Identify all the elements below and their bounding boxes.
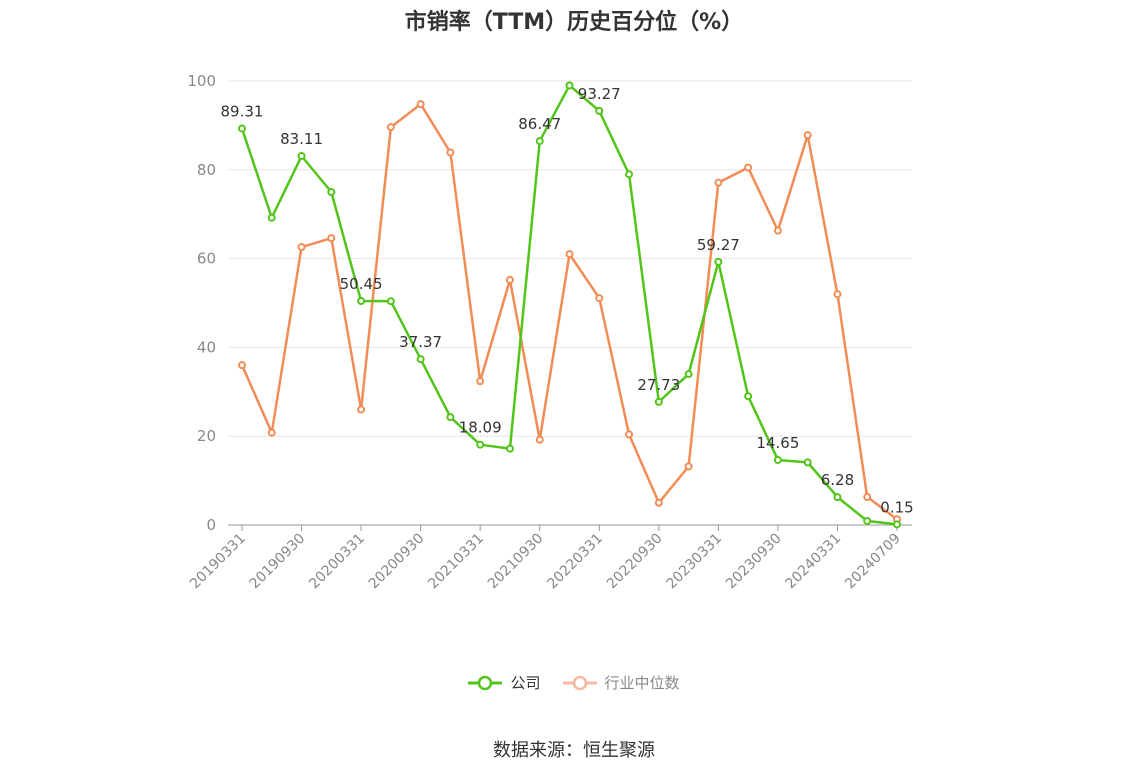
data-point xyxy=(625,430,634,439)
data-label: 27.73 xyxy=(637,376,680,394)
y-tick-label: 20 xyxy=(197,427,216,445)
data-point xyxy=(654,397,663,406)
data-label: 93.27 xyxy=(578,85,621,103)
data-point xyxy=(654,498,663,507)
data-point xyxy=(505,444,514,453)
x-tick-label: 20190331 xyxy=(187,531,249,593)
data-point xyxy=(803,131,812,140)
data-point xyxy=(386,297,395,306)
legend-item[interactable]: 公司 xyxy=(468,672,541,693)
legend-marker-icon xyxy=(468,675,503,690)
data-point xyxy=(327,188,336,196)
data-point xyxy=(416,100,425,109)
data-point xyxy=(238,361,246,370)
data-point xyxy=(238,124,246,133)
series-line xyxy=(240,102,898,521)
data-point xyxy=(535,435,544,444)
data-point xyxy=(357,405,366,414)
x-tick-label: 20240709 xyxy=(842,531,904,593)
data-point xyxy=(565,81,574,90)
legend: 公司 行业中位数 xyxy=(0,672,1148,693)
data-point xyxy=(446,413,455,422)
data-point xyxy=(565,250,574,259)
x-tick-label: 20230930 xyxy=(723,531,785,593)
data-point xyxy=(833,290,842,299)
data-point xyxy=(357,297,366,306)
data-point xyxy=(595,294,604,303)
data-point xyxy=(863,517,872,526)
y-tick-label: 0 xyxy=(206,516,216,534)
data-label: 59.27 xyxy=(697,236,740,254)
legend-label: 行业中位数 xyxy=(604,674,680,692)
data-label: 89.31 xyxy=(221,102,264,120)
x-tick-label: 20230331 xyxy=(663,531,725,593)
x-tick-label: 20220331 xyxy=(544,531,606,593)
data-point xyxy=(476,440,485,449)
data-point xyxy=(505,275,514,284)
data-point xyxy=(833,493,842,502)
y-tick-label: 80 xyxy=(197,161,216,179)
legend-item[interactable]: 行业中位数 xyxy=(562,672,680,693)
series-line xyxy=(240,84,898,526)
data-point xyxy=(625,170,634,179)
x-tick-label: 20240331 xyxy=(783,531,845,593)
data-label: 83.11 xyxy=(280,130,323,148)
data-point xyxy=(684,462,693,471)
y-tick-label: 40 xyxy=(197,338,216,356)
data-point xyxy=(595,106,604,115)
data-point xyxy=(386,123,395,132)
data-label: 50.45 xyxy=(340,275,383,293)
data-point xyxy=(714,257,723,266)
data-source: 数据来源：恒生聚源 xyxy=(493,740,655,761)
data-label: 0.15 xyxy=(880,498,913,516)
chart-title: 市销率（TTM）历史百分位（%） xyxy=(404,10,744,35)
series-lines xyxy=(238,81,901,529)
data-labels: 89.31 83.11 50.45 37.37 18.09 86.47 93.27 27.73… xyxy=(221,85,914,516)
x-tick-label: 20210930 xyxy=(485,531,547,593)
x-tick-label: 20190930 xyxy=(247,531,309,593)
data-point xyxy=(416,355,425,364)
data-point xyxy=(773,226,782,235)
x-tick-label: 20210331 xyxy=(425,531,487,593)
data-label: 6.28 xyxy=(821,471,854,489)
x-tick-label: 20200930 xyxy=(366,531,428,593)
data-point xyxy=(863,493,872,502)
data-point xyxy=(297,151,306,160)
x-tick-label: 20200331 xyxy=(306,531,368,593)
data-point xyxy=(803,458,812,467)
data-point xyxy=(714,178,723,187)
data-point xyxy=(744,392,753,401)
data-point xyxy=(893,520,901,529)
data-point xyxy=(744,163,753,172)
y-tick-label: 100 xyxy=(187,72,216,90)
data-label: 18.09 xyxy=(459,419,502,437)
data-label: 14.65 xyxy=(756,434,799,452)
data-point xyxy=(297,243,306,252)
legend-label: 公司 xyxy=(510,674,541,692)
data-point xyxy=(773,455,782,464)
data-label: 86.47 xyxy=(518,115,561,133)
data-point xyxy=(267,213,276,222)
x-tick-label: 20220930 xyxy=(604,531,666,593)
data-label: 37.37 xyxy=(399,333,442,351)
data-point xyxy=(327,234,336,243)
y-tick-label: 60 xyxy=(197,250,216,268)
data-point xyxy=(535,137,544,146)
legend-marker-icon xyxy=(562,675,597,690)
data-point xyxy=(446,148,455,157)
data-point xyxy=(267,428,276,437)
data-point xyxy=(476,377,485,386)
data-point xyxy=(684,370,693,379)
